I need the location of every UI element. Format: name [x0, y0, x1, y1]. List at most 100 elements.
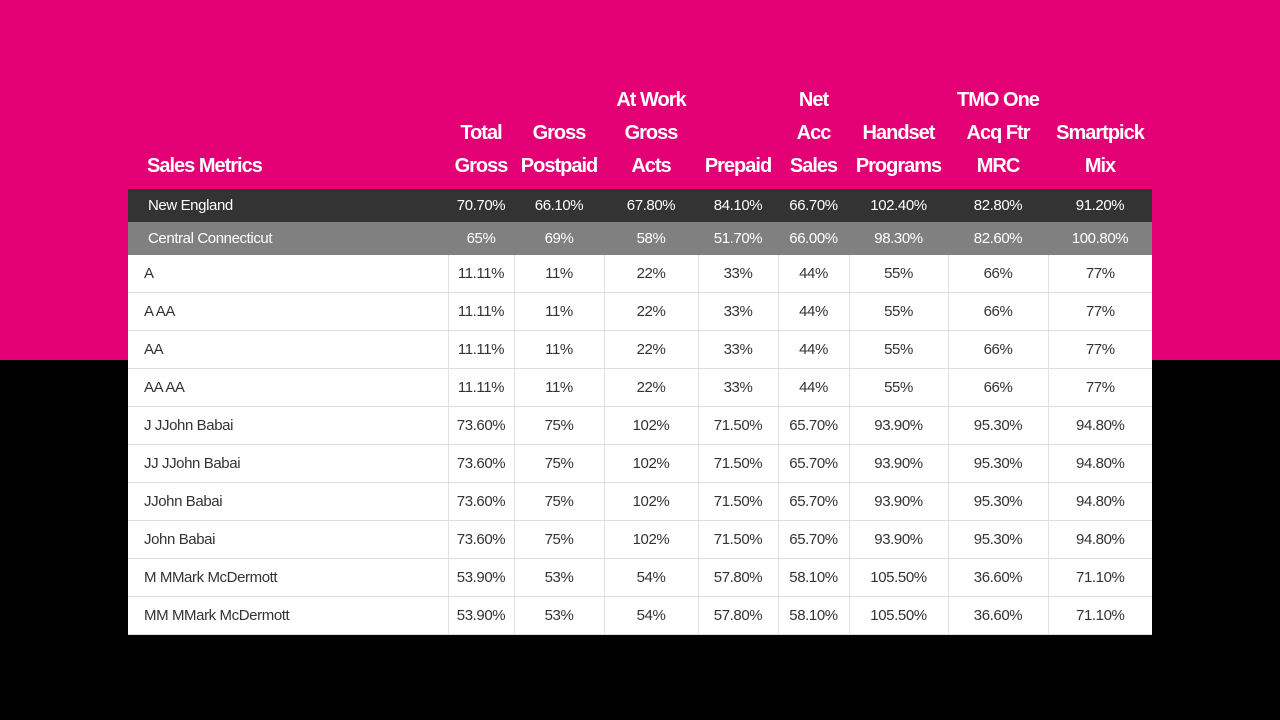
metric-value-cell: 102% — [604, 482, 699, 521]
metric-value-cell: 71.50% — [698, 520, 779, 559]
metric-value-cell: 102% — [604, 520, 699, 559]
metric-value-cell: 73.60% — [448, 482, 515, 521]
metric-value-cell: 33% — [698, 292, 779, 331]
column-header[interactable]: At Work Gross Acts — [604, 84, 698, 189]
store-row[interactable]: AA 11.11% 11% 22% 33% 44% 55% 66% 77% — [128, 330, 1152, 369]
store-row[interactable]: John Babai 73.60% 75% 102% 71.50% 65.70% 93.90… — [128, 520, 1152, 559]
column-header[interactable]: Prepaid — [698, 84, 778, 189]
metric-value-cell: 11.11% — [448, 292, 515, 331]
district-row[interactable]: Central Connecticut 65% 69% 58% 51.70% 66.00%… — [128, 222, 1152, 255]
metric-value-cell: 93.90% — [849, 444, 949, 483]
metric-value-cell: 71.50% — [698, 406, 779, 445]
header-line: Prepaid — [704, 155, 772, 177]
metric-value-cell: 73.60% — [448, 520, 515, 559]
metric-value-cell: 57.80% — [698, 558, 779, 597]
header-line: Gross — [454, 155, 509, 177]
metric-value-cell: 91.20% — [1048, 189, 1152, 222]
header-line: Gross — [624, 122, 679, 144]
metric-value-cell: 11.11% — [448, 255, 515, 293]
store-row[interactable]: JJ JJohn Babai 73.60% 75% 102% 71.50% 65.70% 9… — [128, 444, 1152, 483]
metric-value-cell: 11% — [514, 292, 605, 331]
metric-value-cell: 82.80% — [948, 189, 1048, 222]
header-line: Programs — [855, 155, 942, 177]
metric-value-cell: 66% — [948, 368, 1049, 407]
metric-value-cell: 22% — [604, 368, 699, 407]
row-name-cell: MM MMark McDermott — [128, 596, 449, 635]
metric-value-cell: 95.30% — [948, 520, 1049, 559]
header-line: MRC — [976, 155, 1021, 177]
metric-value-cell: 102% — [604, 444, 699, 483]
metric-value-cell: 65.70% — [778, 520, 850, 559]
metric-value-cell: 93.90% — [849, 482, 949, 521]
store-row[interactable]: J JJohn Babai 73.60% 75% 102% 71.50% 65.70% 93… — [128, 406, 1152, 445]
metric-value-cell: 11.11% — [448, 330, 515, 369]
row-name-cell: New England — [128, 189, 448, 222]
header-line: Smartpick — [1056, 122, 1145, 144]
column-header[interactable]: Total Gross — [448, 84, 514, 189]
metric-value-cell: 36.60% — [948, 596, 1049, 635]
metric-value-cell: 94.80% — [1048, 482, 1152, 521]
metric-value-cell: 53.90% — [448, 558, 515, 597]
row-name-cell: JJ JJohn Babai — [128, 444, 449, 483]
metric-value-cell: 53% — [514, 558, 605, 597]
table-body: New England 70.70% 66.10% 67.80% 84.10% 66.70… — [128, 189, 1152, 635]
metric-value-cell: 95.30% — [948, 482, 1049, 521]
metric-value-cell: 71.50% — [698, 444, 779, 483]
sales-metrics-table: Sales Metrics Total Gross Gross Postpaid A… — [128, 84, 1152, 635]
column-header[interactable]: Gross Postpaid — [514, 84, 604, 189]
column-header[interactable]: TMO One Acq Ftr MRC — [948, 84, 1048, 189]
metric-value-cell: 55% — [849, 255, 949, 293]
metric-value-cell: 51.70% — [698, 222, 778, 255]
metric-value-cell: 82.60% — [948, 222, 1048, 255]
metric-value-cell: 66% — [948, 292, 1049, 331]
column-header[interactable]: Smartpick Mix — [1048, 84, 1152, 189]
metric-value-cell: 65.70% — [778, 406, 850, 445]
store-row[interactable]: A AA 11.11% 11% 22% 33% 44% 55% 66% 77% — [128, 292, 1152, 331]
metric-value-cell: 71.10% — [1048, 596, 1152, 635]
metric-value-cell: 66.00% — [778, 222, 849, 255]
store-row[interactable]: AA AA 11.11% 11% 22% 33% 44% 55% 66% 77% — [128, 368, 1152, 407]
metric-value-cell: 102% — [604, 406, 699, 445]
metric-value-cell: 53.90% — [448, 596, 515, 635]
metric-value-cell: 73.60% — [448, 406, 515, 445]
metric-value-cell: 66% — [948, 255, 1049, 293]
row-name-cell: A AA — [128, 292, 449, 331]
metric-value-cell: 11% — [514, 330, 605, 369]
metric-value-cell: 54% — [604, 558, 699, 597]
row-name-cell: M MMark McDermott — [128, 558, 449, 597]
metric-value-cell: 77% — [1048, 292, 1152, 331]
row-name-cell: J JJohn Babai — [128, 406, 449, 445]
header-line: Net — [798, 89, 829, 111]
sales-metrics-title: Sales Metrics — [147, 155, 263, 177]
metric-value-cell: 94.80% — [1048, 444, 1152, 483]
metric-value-cell: 71.10% — [1048, 558, 1152, 597]
metric-value-cell: 66.10% — [514, 189, 604, 222]
metric-value-cell: 71.50% — [698, 482, 779, 521]
metric-value-cell: 95.30% — [948, 406, 1049, 445]
metric-value-cell: 77% — [1048, 330, 1152, 369]
store-row[interactable]: M MMark McDermott 53.90% 53% 54% 57.80% 58.10… — [128, 558, 1152, 597]
column-header[interactable]: Net Acc Sales — [778, 84, 849, 189]
metric-value-cell: 77% — [1048, 255, 1152, 293]
metric-value-cell: 54% — [604, 596, 699, 635]
metric-value-cell: 75% — [514, 482, 605, 521]
metric-value-cell: 66% — [948, 330, 1049, 369]
store-row[interactable]: A 11.11% 11% 22% 33% 44% 55% 66% 77% — [128, 255, 1152, 293]
metric-value-cell: 94.80% — [1048, 406, 1152, 445]
metric-value-cell: 11% — [514, 255, 605, 293]
region-row[interactable]: New England 70.70% 66.10% 67.80% 84.10% 66.70… — [128, 189, 1152, 222]
header-line: Acq Ftr — [966, 122, 1031, 144]
metric-value-cell: 67.80% — [604, 189, 698, 222]
header-line: At Work — [616, 89, 686, 111]
metric-value-cell: 33% — [698, 368, 779, 407]
metric-value-cell: 22% — [604, 330, 699, 369]
metric-value-cell: 57.80% — [698, 596, 779, 635]
metric-value-cell: 58% — [604, 222, 698, 255]
metric-value-cell: 44% — [778, 292, 850, 331]
metric-value-cell: 95.30% — [948, 444, 1049, 483]
store-row[interactable]: MM MMark McDermott 53.90% 53% 54% 57.80% 58.1… — [128, 596, 1152, 635]
store-row[interactable]: JJohn Babai 73.60% 75% 102% 71.50% 65.70% 93.9… — [128, 482, 1152, 521]
column-header[interactable]: Handset Programs — [849, 84, 948, 189]
metric-value-cell: 65.70% — [778, 444, 850, 483]
metric-value-cell: 65.70% — [778, 482, 850, 521]
